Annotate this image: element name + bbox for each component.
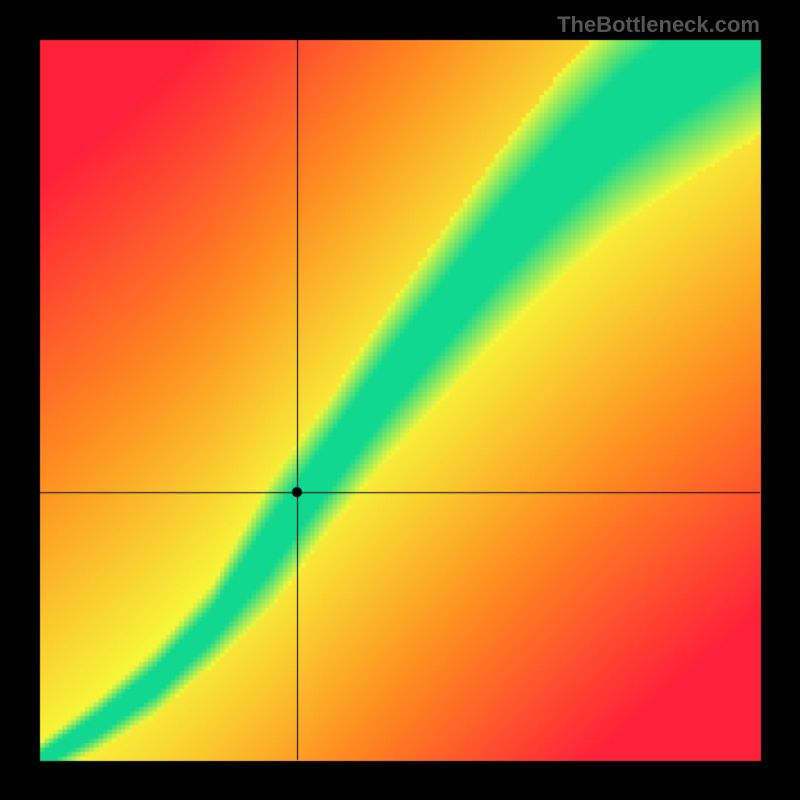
chart-container: TheBottleneck.com — [0, 0, 800, 800]
bottleneck-heatmap — [0, 0, 800, 800]
watermark-text: TheBottleneck.com — [557, 12, 760, 38]
